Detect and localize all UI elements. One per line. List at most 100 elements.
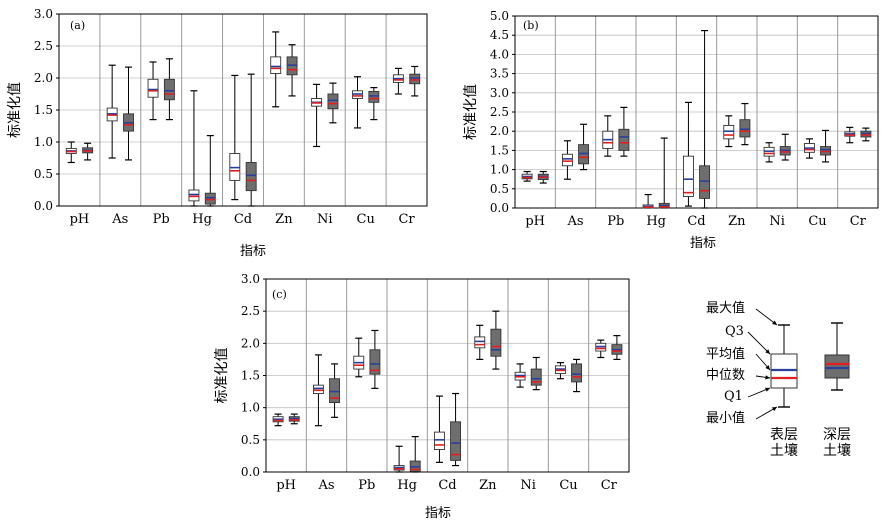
panel-c-ytick-label: 1.0	[241, 401, 260, 415]
panel-b-xtick-label: pH	[525, 214, 545, 229]
panel-b-xtick-label: As	[566, 214, 583, 229]
panel-b-xtick-label: Cu	[808, 214, 826, 229]
panel-c-xtick-label: Ni	[520, 478, 536, 493]
panel-a-deep-box	[409, 73, 421, 85]
legend-surface-label-1: 表层	[770, 427, 798, 443]
panel-b-label: (b)	[523, 19, 539, 32]
panel-c-surface-box	[312, 384, 324, 394]
panel-b-ytick-label: 3.0	[490, 86, 509, 100]
panel-c-deep-box	[490, 328, 502, 357]
panel-c-frame	[265, 278, 630, 473]
panel-a-xtick-label: As	[111, 212, 128, 227]
legend-deep-label-1: 深层	[823, 427, 851, 443]
panel-b-deep-box	[739, 119, 751, 138]
panel-c-surface-box	[433, 431, 445, 450]
panel-c-ylabel: 标准化值	[214, 348, 230, 404]
panel-a-ytick-label: 3.0	[34, 7, 53, 21]
panel-a-xlabel: 指标	[240, 244, 266, 259]
legend-pointer-arrowhead	[765, 349, 770, 354]
panel-a-xtick-label: Ni	[317, 212, 333, 227]
panel-b-xtick-label: Cd	[687, 214, 705, 229]
panel-b-xtick-label: Hg	[646, 214, 666, 229]
panel-b-ytick-label: 4.5	[490, 28, 509, 42]
panel-b-deep-box	[699, 165, 711, 199]
panel-a-ytick-label: 2.0	[34, 71, 53, 85]
panel-a-xtick-label: Pb	[153, 212, 170, 227]
panel-a-ytick-label: 1.0	[34, 135, 53, 149]
panel-b: (b) 标准化值 指标 0.0 0.5 1.0 1.5 2.0 2.5 3.0 3.5 4.0 4…	[463, 9, 879, 251]
panel-c-xtick-label: Cd	[438, 478, 456, 493]
panel-c-xtick-label: pH	[276, 478, 296, 493]
legend: 最大值 Q3 平均值 中位数 Q1 最小值 表层 土壤 深层 土壤	[706, 300, 851, 459]
panel-c-xtick-label: Pb	[358, 478, 375, 493]
legend-label-q1: Q1	[724, 389, 743, 404]
panel-a-xtick-label: Cd	[234, 212, 252, 227]
panel-c-deep-box	[530, 368, 542, 386]
panel-b-xlabel: 指标	[690, 236, 716, 251]
panel-c-label: (c)	[272, 288, 287, 301]
panel-c-xtick-label: Zn	[479, 478, 497, 493]
panel-a: (a) 标准化值 指标 0.0 0.5 1.0 1.5 2.0 2.5 3.0 pH As Pb H…	[7, 7, 428, 259]
panel-c-xlabel: 指标	[425, 506, 451, 521]
panel-b-ytick-label: 0.0	[490, 201, 509, 215]
panel-a-deep-box	[163, 78, 175, 101]
panel-a-xtick-label: pH	[70, 212, 90, 227]
panel-b-ytick-label: 5.0	[490, 9, 509, 23]
panel-a-ylabel: 标准化值	[7, 82, 23, 138]
panel-b-surface-box	[723, 124, 735, 140]
panel-a-surface-box	[270, 56, 282, 74]
panel-b-ytick-label: 2.0	[490, 124, 509, 138]
legend-label-max: 最大值	[706, 300, 745, 316]
panel-a-ytick-label: 0.5	[34, 167, 53, 181]
panel-c-ytick-label: 0.5	[241, 433, 260, 447]
panel-b-ylabel: 标准化值	[463, 84, 479, 140]
panel-b-xtick-label: Cr	[850, 214, 867, 229]
panel-b-ytick-label: 1.5	[490, 143, 509, 157]
panel-a-xtick-label: Cu	[357, 212, 375, 227]
panel-a-ytick-label: 1.5	[34, 103, 53, 117]
panel-a-deep-box	[327, 93, 339, 110]
legend-deep-label-2: 土壤	[823, 442, 851, 459]
panel-b-ytick-label: 1.0	[490, 163, 509, 177]
panel-a-ytick-label: 0.0	[34, 199, 53, 213]
panel-c-deep-box	[329, 378, 341, 403]
panel-c-xtick-label: Cr	[601, 478, 618, 493]
panel-a-label: (a)	[70, 19, 85, 32]
panel-c-xtick-label: Hg	[397, 478, 417, 493]
panel-c-deep-box	[369, 349, 381, 375]
panel-c-xtick-label: Cu	[559, 478, 577, 493]
panel-b-xtick-label: Ni	[769, 214, 785, 229]
panel-c-deep-box	[450, 421, 462, 461]
legend-label-median: 中位数	[706, 368, 745, 383]
panel-c-surface-box	[474, 336, 486, 349]
panel-b-surface-box	[682, 155, 694, 197]
legend-pointer-arrow	[747, 331, 771, 355]
panel-b-deep-box	[618, 128, 630, 151]
panel-a-frame	[58, 13, 428, 207]
panel-b-ytick-label: 3.5	[490, 67, 509, 81]
panel-c-ytick-label: 1.5	[241, 369, 260, 383]
panel-a-ytick-label: 2.5	[34, 39, 53, 53]
panel-a-deep-box	[204, 192, 216, 205]
panel-b-surface-box	[561, 153, 573, 167]
legend-pointer-arrowhead	[772, 320, 777, 325]
panel-c-deep-box	[571, 363, 583, 383]
legend-surface-label-2: 土壤	[770, 442, 798, 459]
panel-a-surface-box	[147, 78, 159, 98]
panel-a-xtick-label: Zn	[275, 212, 293, 227]
panel-a-xtick-label: Cr	[398, 212, 415, 227]
legend-pointer-arrowhead	[765, 365, 770, 370]
panel-b-ytick-label: 0.5	[490, 182, 509, 196]
legend-label-mean: 平均值	[706, 346, 745, 362]
legend-pointer-arrowhead	[772, 407, 777, 412]
panel-a-xtick-label: Hg	[192, 212, 212, 227]
panel-b-xtick-label: Pb	[607, 214, 624, 229]
legend-label-q3: Q3	[725, 324, 744, 339]
panel-c-ytick-label: 2.5	[241, 304, 260, 318]
panel-a-deep-box	[368, 90, 380, 103]
legend-pointer-arrowhead	[765, 375, 770, 380]
legend-pointer-arrowhead	[765, 387, 770, 392]
panel-b-frame	[514, 15, 879, 209]
panel-b-xtick-label: Zn	[728, 214, 746, 229]
